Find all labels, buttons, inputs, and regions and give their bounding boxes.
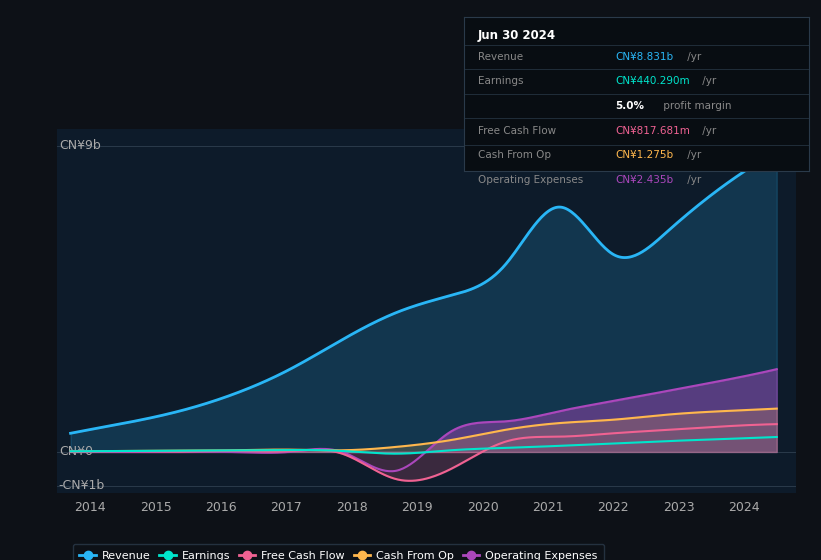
Text: Earnings: Earnings [478, 77, 523, 86]
Text: CN¥9b: CN¥9b [59, 139, 100, 152]
Text: Revenue: Revenue [478, 52, 523, 62]
Text: -CN¥1b: -CN¥1b [59, 479, 105, 492]
Text: 5.0%: 5.0% [616, 101, 644, 111]
Text: /yr: /yr [684, 151, 701, 160]
Text: Operating Expenses: Operating Expenses [478, 175, 583, 185]
Text: /yr: /yr [699, 77, 716, 86]
Text: CN¥8.831b: CN¥8.831b [616, 52, 674, 62]
Text: Cash From Op: Cash From Op [478, 151, 551, 160]
Text: /yr: /yr [699, 126, 716, 136]
Text: Free Cash Flow: Free Cash Flow [478, 126, 556, 136]
Text: /yr: /yr [684, 52, 701, 62]
Text: CN¥817.681m: CN¥817.681m [616, 126, 690, 136]
Text: CN¥2.435b: CN¥2.435b [616, 175, 674, 185]
Text: CN¥0: CN¥0 [59, 445, 93, 459]
Text: profit margin: profit margin [660, 101, 732, 111]
Text: /yr: /yr [684, 175, 701, 185]
Text: Jun 30 2024: Jun 30 2024 [478, 29, 556, 42]
Text: CN¥1.275b: CN¥1.275b [616, 151, 674, 160]
Legend: Revenue, Earnings, Free Cash Flow, Cash From Op, Operating Expenses: Revenue, Earnings, Free Cash Flow, Cash … [73, 544, 603, 560]
Text: CN¥440.290m: CN¥440.290m [616, 77, 690, 86]
